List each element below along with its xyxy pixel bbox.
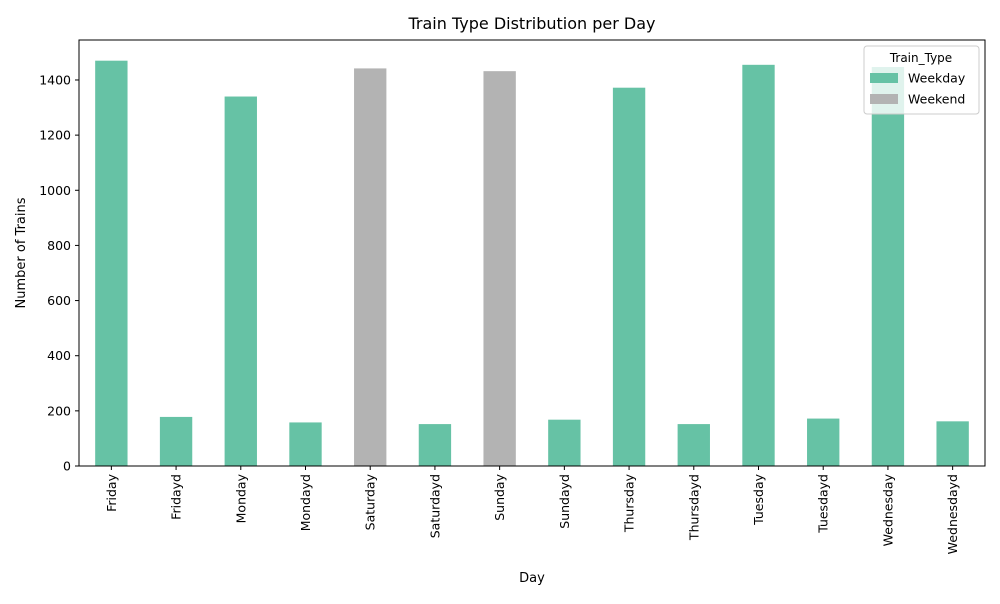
y-tick-label: 600: [47, 293, 71, 308]
bar-thursday-weekday: [612, 87, 646, 466]
y-tick-label: 400: [47, 348, 71, 363]
y-tick-label: 1000: [39, 183, 71, 198]
y-tick-label: 0: [63, 459, 71, 474]
bar-fridayd-weekday: [159, 416, 193, 466]
x-tick-label: Wednesdayd: [945, 474, 960, 554]
y-axis-label: Number of Trains: [14, 197, 29, 308]
x-tick-label: Thursday: [622, 473, 637, 533]
bar-monday-weekday: [224, 96, 257, 467]
x-tick-label: Mondayd: [298, 474, 313, 531]
x-tick-label: Wednesday: [880, 473, 895, 546]
x-tick-label: Tuesdayd: [816, 474, 831, 534]
y-tick-label: 1200: [39, 128, 71, 143]
bars-group: [95, 60, 969, 467]
legend: Train_Type Weekday Weekend: [863, 45, 980, 115]
bar-sunday-weekend: [483, 71, 516, 466]
bar-tuesday-weekday: [742, 64, 775, 466]
legend-items: Weekday Weekend: [870, 71, 966, 107]
bar-friday-weekday: [95, 60, 128, 466]
x-tick-label: Monday: [233, 473, 248, 523]
legend-label-weekend: Weekend: [908, 92, 965, 107]
legend-swatch-weekend: [870, 94, 898, 104]
x-tick-label: Fridayd: [169, 474, 184, 520]
bar-thursdayd-weekday: [677, 424, 710, 466]
legend-title: Train_Type: [889, 51, 952, 65]
bar-wednesdayd-weekday: [936, 421, 969, 466]
y-tick-label: 1400: [39, 72, 71, 87]
x-tick-label: Thursdayd: [686, 474, 701, 541]
x-tick-label: Sundayd: [557, 474, 572, 529]
x-axis-ticks: Friday Fridayd Monday Mondayd Saturday Saturd…: [104, 466, 960, 554]
plot-frame: [78, 39, 986, 467]
bar-saturdayd-weekday: [418, 424, 452, 466]
bar-wednesday-weekday: [871, 67, 905, 466]
y-axis-ticks: 0 200 400 600 800 1000 1200 1400: [39, 72, 79, 474]
x-axis-label: Day: [519, 571, 545, 586]
x-tick-label: Saturdayd: [427, 474, 442, 538]
legend-swatch-weekday: [870, 73, 898, 83]
x-tick-label: Friday: [104, 473, 119, 511]
bar-mondayd-weekday: [289, 422, 322, 466]
y-tick-label: 800: [47, 238, 71, 253]
legend-label-weekday: Weekday: [908, 71, 966, 86]
chart-title: Train Type Distribution per Day: [408, 14, 656, 33]
bar-tuesdayd-weekday: [807, 418, 840, 466]
x-tick-label: Tuesday: [751, 473, 766, 525]
x-tick-label: Saturday: [363, 473, 378, 530]
bar-sundayd-weekday: [548, 419, 581, 466]
x-tick-label: Sunday: [492, 473, 507, 520]
y-tick-label: 200: [47, 403, 71, 418]
bar-saturday-weekend: [354, 68, 387, 467]
